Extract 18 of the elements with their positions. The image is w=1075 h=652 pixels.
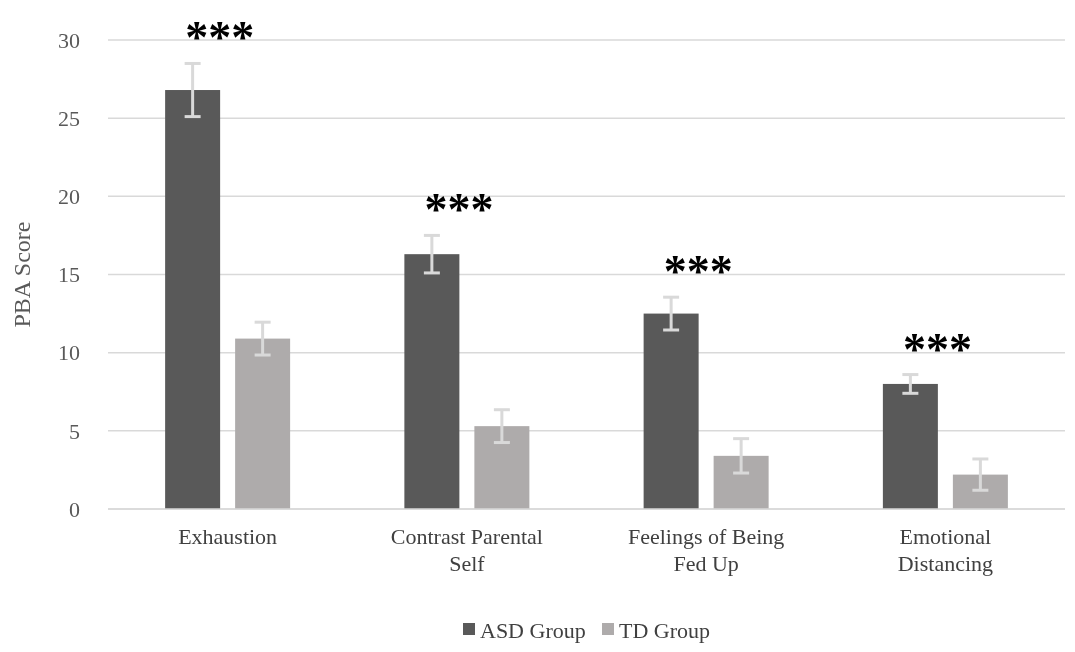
y-tick-label: 30 (58, 27, 80, 53)
y-tick-label: 15 (58, 262, 80, 288)
y-tick-label: 25 (58, 105, 80, 131)
x-tick-label: Contrast Parental Self (390, 524, 543, 576)
annotation: *** (902, 323, 972, 375)
y-tick-label: 20 (58, 184, 80, 210)
x-tick-label: Emotional Distancing (897, 524, 994, 576)
annotation: *** (424, 184, 494, 236)
legend-label: TD Group (619, 617, 711, 643)
legend-label: ASD Group (480, 617, 586, 643)
y-axis-title: PBA Score (9, 221, 35, 328)
y-tick-label: 5 (69, 418, 80, 444)
x-tick-label: Exhaustion (178, 524, 278, 549)
annotation: *** (185, 12, 255, 64)
x-tick-label: Feelings of Being Fed Up (627, 524, 785, 576)
y-tick-label: 0 (69, 496, 80, 522)
annotation: *** (663, 246, 733, 298)
y-tick-label: 10 (58, 340, 80, 366)
